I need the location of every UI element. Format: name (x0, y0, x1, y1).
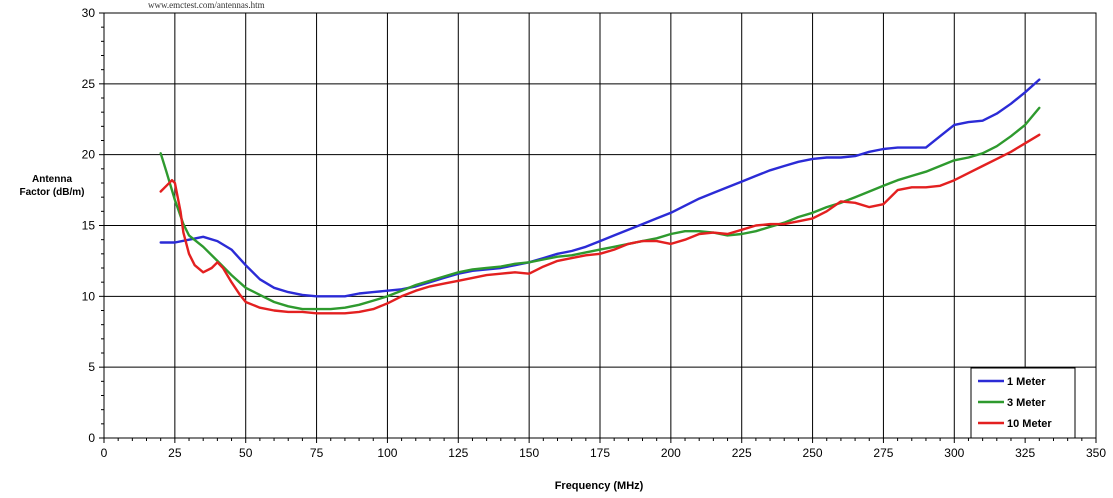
x-tick-label: 250 (803, 446, 823, 460)
x-axis-title: Frequency (MHz) (555, 480, 644, 492)
x-tick-label: 0 (101, 446, 108, 460)
y-tick-label: 30 (82, 6, 96, 20)
axes: 0 25 50 75 100 125 150 175 200 225 250 275 300 325 350… (82, 6, 1107, 460)
y-axis-title-line-1: Antenna (32, 174, 72, 185)
x-tick-label: 225 (732, 446, 752, 460)
legend-label-1: 1 Meter (1007, 376, 1046, 388)
y-tick-label: 5 (88, 360, 95, 374)
x-tick-label: 300 (944, 446, 964, 460)
y-tick-label: 10 (82, 289, 96, 303)
x-tick-label: 125 (448, 446, 468, 460)
y-tick-label: 25 (82, 77, 96, 91)
x-tick-label: 150 (519, 446, 539, 460)
series-line-1 (159, 78, 1041, 298)
y-axis-title-line-2: Factor (dB/m) (20, 187, 85, 198)
legend: 1 Meter 3 Meter 10 Meter (970, 367, 1076, 439)
x-tick-label: 75 (310, 446, 324, 460)
axis-labels: Antenna Factor (dB/m) Frequency (MHz) (20, 174, 644, 492)
y-tick-label: 15 (82, 219, 96, 233)
series-lines (159, 78, 1041, 315)
x-tick-label: 350 (1086, 446, 1106, 460)
x-tick-label: 100 (377, 446, 397, 460)
y-tick-label: 20 (82, 148, 96, 162)
x-tick-label: 325 (1015, 446, 1035, 460)
series-line-3 (159, 133, 1041, 315)
series-line-2 (159, 106, 1041, 311)
x-tick-label: 175 (590, 446, 610, 460)
plot-border (103, 12, 1097, 439)
legend-label-3: 10 Meter (1007, 418, 1052, 430)
x-tick-label: 200 (661, 446, 681, 460)
legend-label-2: 3 Meter (1007, 397, 1046, 409)
source-url: www.emctest.com/antennas.htm (148, 0, 265, 10)
y-tick-label: 0 (88, 431, 95, 445)
x-tick-label: 275 (873, 446, 893, 460)
x-tick-label: 25 (168, 446, 182, 460)
x-tick-label: 50 (239, 446, 253, 460)
